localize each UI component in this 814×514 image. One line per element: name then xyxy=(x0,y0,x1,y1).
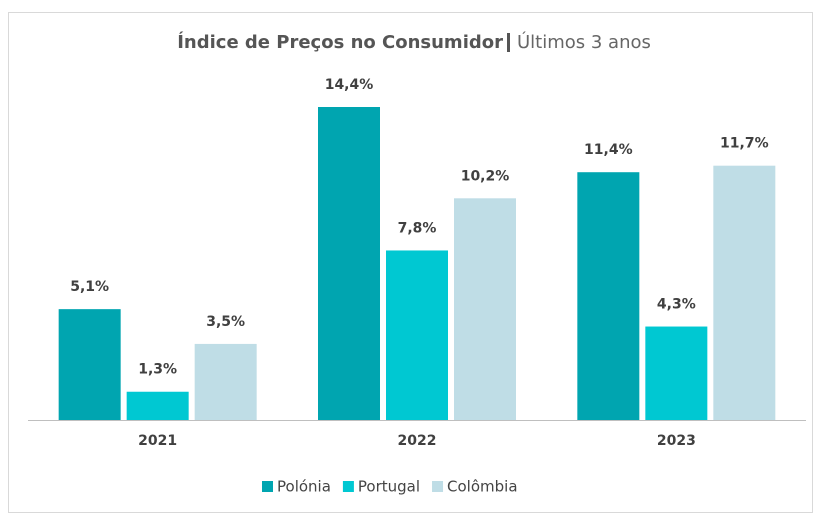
x-tick-label: 2022 xyxy=(398,433,437,449)
bar xyxy=(386,250,448,420)
value-label: 11,4% xyxy=(584,142,633,158)
x-tick-label: 2021 xyxy=(138,433,177,449)
legend-marker xyxy=(342,481,354,492)
value-label: 14,4% xyxy=(325,77,374,93)
value-label: 5,1% xyxy=(70,279,109,295)
title-separator xyxy=(507,33,510,52)
value-label: 11,7% xyxy=(720,136,769,152)
bar xyxy=(645,326,708,420)
bar xyxy=(318,107,380,420)
value-label: 1,3% xyxy=(138,362,177,378)
x-tick-label: 2023 xyxy=(657,433,696,449)
chart-subtitle: Últimos 3 anos xyxy=(517,31,651,53)
bar xyxy=(454,198,516,420)
value-label: 3,5% xyxy=(206,314,245,330)
bar xyxy=(713,165,776,420)
legend-label: Polónia xyxy=(277,478,331,496)
chart-title: Índice de Preços no Consumidor xyxy=(177,31,503,53)
legend-label: Colômbia xyxy=(447,478,518,496)
value-label: 10,2% xyxy=(461,168,510,184)
value-label: 4,3% xyxy=(657,297,696,313)
bar xyxy=(194,343,257,420)
value-label: 7,8% xyxy=(398,220,437,236)
legend-marker xyxy=(432,481,444,492)
bar xyxy=(126,391,189,420)
bar xyxy=(58,309,121,420)
bar xyxy=(577,172,640,420)
legend-label: Portugal xyxy=(358,478,420,496)
legend-marker xyxy=(262,481,273,492)
